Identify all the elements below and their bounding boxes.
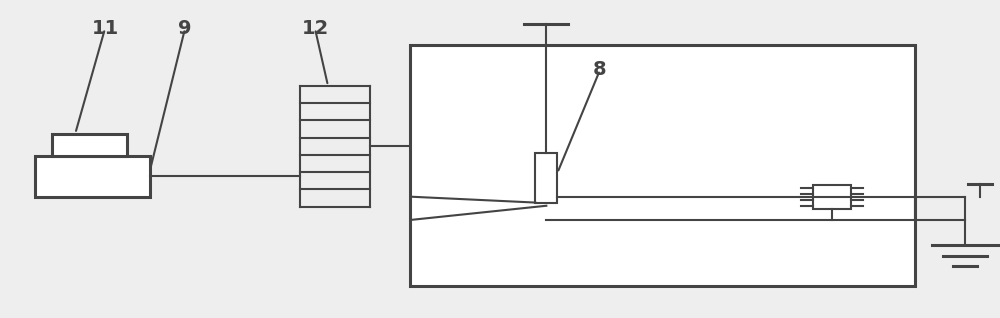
Bar <box>535 153 557 203</box>
Text: 9: 9 <box>178 19 192 38</box>
Text: 12: 12 <box>301 19 329 38</box>
Text: 11: 11 <box>91 19 119 38</box>
Bar <box>35 156 150 197</box>
Bar <box>813 185 851 209</box>
Text: 8: 8 <box>593 60 607 80</box>
Bar <box>410 45 915 286</box>
Bar <box>52 134 127 156</box>
